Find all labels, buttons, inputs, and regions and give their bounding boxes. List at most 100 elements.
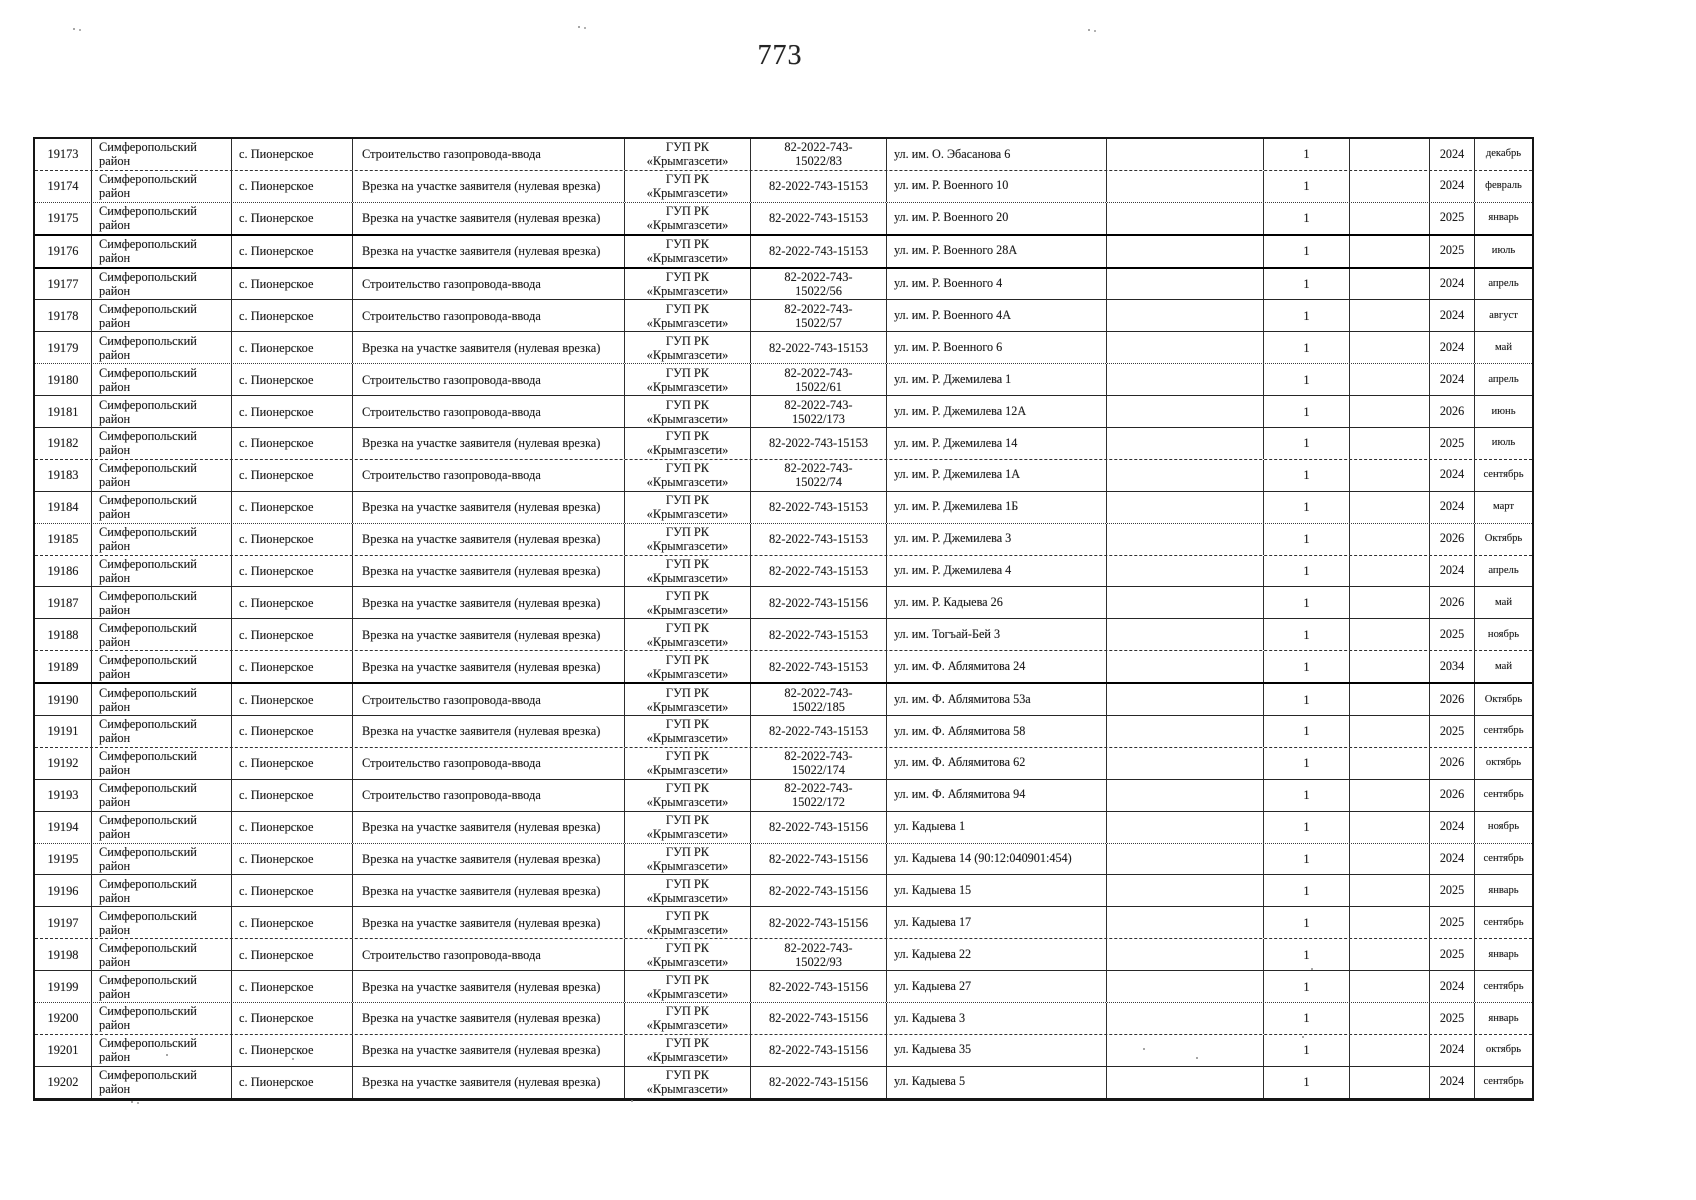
cell-address: ул. Кадыева 17: [887, 907, 1107, 939]
cell-count: 1: [1264, 811, 1350, 843]
cell-settlement: с. Пионерское: [232, 684, 353, 716]
cell-count: 1: [1264, 875, 1350, 907]
cell-number: 19197: [35, 907, 92, 939]
cell-year: 2025: [1430, 875, 1475, 907]
cell-settlement: с. Пионерское: [232, 716, 353, 747]
cell-month: январь: [1488, 212, 1519, 224]
cell-count: 1: [1264, 716, 1350, 747]
cell-month: январь: [1488, 948, 1519, 960]
table-row: 19185 Симферопольский район с. Пионерское В…: [35, 522, 1532, 555]
cell-number: 19191: [35, 716, 92, 747]
cell-month: апрель: [1488, 565, 1519, 577]
scan-speck: [1302, 1036, 1304, 1038]
cell-address: ул. им. Р. Джемилева 14: [887, 428, 1107, 459]
cell-address: ул. им. Р. Джемилева 3: [887, 523, 1107, 555]
cell-work-description: Врезка на участке заявителя (нулевая вре…: [353, 332, 625, 364]
cell-count: 1: [1264, 332, 1350, 364]
table-row: 19193 Симферопольский район с. Пионерское С…: [35, 778, 1532, 811]
table-row: 19197 Симферопольский район с. Пионерское В…: [35, 906, 1532, 939]
table-row: 19173 Симферопольский район с. Пионерское С…: [35, 139, 1532, 170]
cell-count: 1: [1264, 779, 1350, 811]
cell-count: 1: [1264, 1034, 1350, 1066]
cell-number: 19196: [35, 875, 92, 907]
cell-empty: [1350, 428, 1430, 459]
cell-count: 1: [1264, 428, 1350, 459]
cell-number: 19176: [35, 235, 92, 267]
cell-empty: [1107, 651, 1264, 683]
cell-organization: ГУП РК «Крымгазсети»: [625, 1003, 751, 1034]
cell-empty: [1107, 811, 1264, 843]
cell-settlement: с. Пионерское: [232, 843, 353, 875]
cell-empty: [1350, 268, 1430, 300]
cell-empty: [1107, 364, 1264, 396]
cell-contract-number: 82-2022-743-15153: [751, 202, 887, 234]
cell-settlement: с. Пионерское: [232, 907, 353, 939]
cell-empty: [1107, 684, 1264, 716]
cell-month: май: [1494, 660, 1512, 672]
page-number: 773: [757, 40, 803, 71]
cell-work-description: Врезка на участке заявителя (нулевая вре…: [353, 971, 625, 1003]
cell-month: октябрь: [1485, 1044, 1522, 1056]
cell-month: сентябрь: [1483, 1076, 1524, 1088]
cell-count: 1: [1264, 202, 1350, 234]
table-row: 19186 Симферопольский район с. Пионерское В…: [35, 554, 1532, 587]
cell-count: 1: [1264, 170, 1350, 202]
cell-month: сентябрь: [1483, 853, 1524, 865]
cell-organization: ГУП РК «Крымгазсети»: [625, 651, 751, 683]
table-row: 19194 Симферопольский район с. Пионерское В…: [35, 810, 1532, 843]
cell-settlement: с. Пионерское: [232, 268, 353, 300]
cell-address: ул. им. Р. Военного 20: [887, 202, 1107, 234]
cell-organization: ГУП РК «Крымгазсети»: [625, 139, 751, 170]
cell-month: ноябрь: [1487, 628, 1520, 640]
cell-settlement: с. Пионерское: [232, 396, 353, 428]
cell-count: 1: [1264, 491, 1350, 523]
cell-address: ул. им. Ф. Аблямитова 53а: [887, 684, 1107, 716]
cell-year: 2025: [1430, 1003, 1475, 1034]
cell-work-description: Строительство газопровода-ввода: [353, 459, 625, 491]
cell-address: ул. им. Р. Кадыева 26: [887, 587, 1107, 619]
cell-district: Симферопольский район: [92, 170, 232, 202]
table-row: 19178 Симферопольский район с. Пионерское С…: [35, 299, 1532, 332]
cell-year: 2025: [1430, 428, 1475, 459]
table-row: 19202 Симферопольский район с. Пионерское В…: [35, 1065, 1532, 1098]
scan-speck: [578, 26, 580, 28]
cell-number: 19195: [35, 843, 92, 875]
cell-year: 2025: [1430, 619, 1475, 651]
cell-address: ул. им. Р. Военного 4А: [887, 300, 1107, 332]
cell-contract-number: 82-2022-743-15153: [751, 651, 887, 683]
cell-work-description: Врезка на участке заявителя (нулевая вре…: [353, 811, 625, 843]
cell-number: 19177: [35, 268, 92, 300]
cell-month: январь: [1488, 884, 1519, 896]
cell-number: 19184: [35, 491, 92, 523]
cell-number: 19193: [35, 779, 92, 811]
table-row: 19199 Симферопольский район с. Пионерское В…: [35, 970, 1532, 1003]
cell-year: 2024: [1430, 1034, 1475, 1066]
cell-district: Симферопольский район: [92, 1003, 232, 1034]
cell-contract-number: 82-2022-743-15022/185: [751, 684, 887, 716]
cell-work-description: Строительство газопровода-ввода: [353, 139, 625, 170]
cell-district: Симферопольский район: [92, 139, 232, 170]
cell-settlement: с. Пионерское: [232, 651, 353, 683]
cell-year: 2024: [1430, 364, 1475, 396]
cell-settlement: с. Пионерское: [232, 619, 353, 651]
cell-year: 2025: [1430, 907, 1475, 939]
cell-empty: [1107, 459, 1264, 491]
cell-address: ул. им. Р. Военного 4: [887, 268, 1107, 300]
cell-settlement: с. Пионерское: [232, 1034, 353, 1066]
cell-empty: [1350, 332, 1430, 364]
cell-empty: [1350, 971, 1430, 1003]
cell-month: июль: [1491, 245, 1516, 257]
cell-number: 19174: [35, 170, 92, 202]
cell-year: 2024: [1430, 170, 1475, 202]
cell-count: 1: [1264, 139, 1350, 170]
cell-year: 2026: [1430, 684, 1475, 716]
cell-empty: [1107, 202, 1264, 234]
cell-number: 19192: [35, 747, 92, 779]
cell-empty: [1350, 716, 1430, 747]
cell-count: 1: [1264, 1003, 1350, 1034]
cell-empty: [1107, 268, 1264, 300]
cell-empty: [1350, 1003, 1430, 1034]
cell-year: 2024: [1430, 843, 1475, 875]
cell-address: ул. Кадыева 1: [887, 811, 1107, 843]
cell-work-description: Строительство газопровода-ввода: [353, 364, 625, 396]
